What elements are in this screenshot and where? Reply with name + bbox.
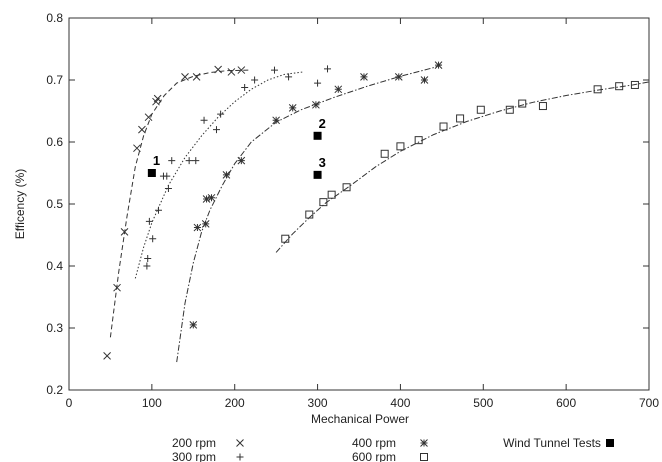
data-point <box>133 145 140 152</box>
data-point <box>154 95 161 102</box>
fit-curve-star <box>177 65 442 363</box>
data-point <box>421 77 428 84</box>
data-point <box>457 115 464 122</box>
data-point <box>289 104 296 111</box>
x-tick-label: 200 <box>225 396 245 410</box>
y-tick-label: 0.7 <box>46 73 63 87</box>
data-point <box>203 196 210 203</box>
fit-curve-square <box>276 82 649 253</box>
legend-marker <box>607 440 614 447</box>
data-point <box>144 255 151 262</box>
data-point <box>217 111 224 118</box>
data-point <box>190 321 197 328</box>
data-point <box>328 191 335 198</box>
data-point <box>168 157 175 164</box>
data-point <box>165 185 172 192</box>
data-point <box>213 126 220 133</box>
data-point <box>285 73 292 80</box>
y-tick-label: 0.3 <box>46 321 63 335</box>
data-point <box>163 173 170 180</box>
data-point <box>121 228 128 235</box>
data-point <box>381 150 388 157</box>
data-point <box>193 73 200 80</box>
x-tick-label: 500 <box>473 396 493 410</box>
y-tick-label: 0.5 <box>46 197 63 211</box>
x-tick-label: 600 <box>556 396 576 410</box>
data-point <box>241 84 248 91</box>
data-point <box>192 157 199 164</box>
data-point <box>539 103 546 110</box>
legend-label: 600 rpm <box>352 450 396 462</box>
data-point <box>194 224 201 231</box>
data-point <box>273 117 280 124</box>
data-point <box>477 106 484 113</box>
legend-marker <box>237 454 244 461</box>
data-point <box>149 235 156 242</box>
y-tick-label: 0.8 <box>46 11 63 25</box>
data-point <box>435 62 442 69</box>
data-point <box>228 68 235 75</box>
data-point <box>238 157 245 164</box>
legend-label: 200 rpm <box>172 436 216 450</box>
point-annotation: 1 <box>153 153 160 168</box>
data-point <box>202 220 209 227</box>
data-point <box>312 101 319 108</box>
data-point <box>271 67 278 74</box>
data-point <box>320 199 327 206</box>
x-tick-label: 700 <box>639 396 659 410</box>
y-tick-label: 0.4 <box>46 259 63 273</box>
legend-marker <box>421 454 428 461</box>
data-point <box>104 352 111 359</box>
data-point <box>201 117 208 124</box>
data-point <box>143 263 150 270</box>
y-tick-label: 0.2 <box>46 383 63 397</box>
data-point <box>215 66 222 73</box>
legend-label: Wind Tunnel Tests <box>503 436 601 450</box>
x-tick-label: 400 <box>390 396 410 410</box>
data-point <box>314 171 321 178</box>
legend-label: 300 rpm <box>172 450 216 462</box>
data-point <box>186 157 193 164</box>
data-point <box>155 207 162 214</box>
x-tick-label: 0 <box>66 396 73 410</box>
data-point <box>208 194 215 201</box>
x-tick-label: 300 <box>308 396 328 410</box>
fit-curve-+ <box>135 72 303 279</box>
point-annotation: 2 <box>319 116 326 131</box>
data-point <box>324 65 331 72</box>
data-point <box>138 126 145 133</box>
legend-marker <box>421 440 428 447</box>
data-point <box>314 132 321 139</box>
data-point <box>440 123 447 130</box>
data-point <box>335 86 342 93</box>
fit-curve-x <box>110 70 251 337</box>
data-point <box>148 170 155 177</box>
data-point <box>251 77 258 84</box>
legend-marker <box>237 440 244 447</box>
y-axis-title: Efficency (%) <box>13 169 27 239</box>
data-point <box>395 73 402 80</box>
data-point <box>223 171 230 178</box>
x-tick-label: 100 <box>142 396 162 410</box>
plot-frame <box>69 18 649 390</box>
point-annotation: 3 <box>319 155 326 170</box>
data-point <box>360 73 367 80</box>
y-tick-label: 0.6 <box>46 135 63 149</box>
legend-label: 400 rpm <box>352 436 396 450</box>
data-point <box>314 80 321 87</box>
data-point <box>282 235 289 242</box>
data-point <box>397 143 404 150</box>
x-axis-title: Mechanical Power <box>311 412 409 426</box>
